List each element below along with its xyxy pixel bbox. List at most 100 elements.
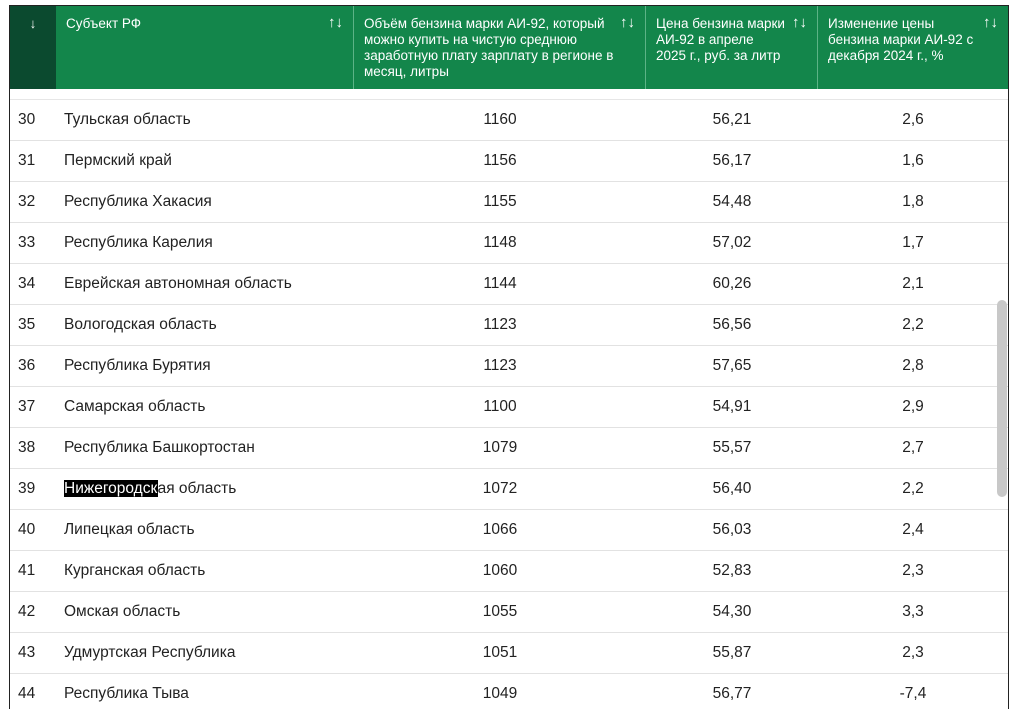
table-header: ↓ Субъект РФ ↑↓ Объём бензина марки АИ-92… bbox=[10, 6, 1008, 89]
column-label: Субъект РФ bbox=[66, 16, 141, 31]
price-rub: 54,91 bbox=[712, 398, 752, 415]
region-name: Республика Хакасия bbox=[64, 193, 212, 210]
column-label: Изменение цены бензина марки АИ-92 с дек… bbox=[828, 16, 974, 63]
row-index: 42 bbox=[18, 603, 36, 620]
volume-liters: 1100 bbox=[483, 398, 517, 415]
volume-liters: 1160 bbox=[483, 111, 517, 128]
region-name: Еврейская автономная область bbox=[64, 275, 292, 292]
price-change-pct: 1,7 bbox=[902, 234, 924, 251]
region-name: Республика Тыва bbox=[64, 685, 189, 702]
region-name: Республика Карелия bbox=[64, 234, 213, 251]
price-change-pct: 2,7 bbox=[902, 439, 924, 456]
volume-liters: 1156 bbox=[483, 152, 517, 169]
row-index: 33 bbox=[18, 234, 36, 251]
volume-liters: 1079 bbox=[482, 439, 518, 456]
sort-icon[interactable]: ↑↓ bbox=[328, 14, 343, 31]
price-rub: 56,77 bbox=[712, 685, 752, 702]
price-rub: 54,30 bbox=[712, 603, 752, 620]
volume-liters: 1123 bbox=[483, 316, 517, 333]
volume-liters: 1144 bbox=[483, 275, 517, 292]
volume-liters: 1123 bbox=[483, 357, 517, 374]
sort-icon[interactable]: ↑↓ bbox=[620, 14, 635, 31]
price-rub: 52,83 bbox=[712, 562, 752, 579]
row-index: 43 bbox=[18, 644, 36, 661]
data-table: ↓ Субъект РФ ↑↓ Объём бензина марки АИ-92… bbox=[9, 5, 1009, 709]
price-change-pct: 2,2 bbox=[902, 316, 924, 333]
column-header-price[interactable]: Цена бензина марки АИ-92 в апреле 2025 г… bbox=[646, 6, 818, 89]
table-row: 33 Республика Карелия 1148 57,02 1,7 bbox=[10, 223, 1008, 264]
column-header-volume[interactable]: Объём бензина марки АИ-92, который можно… bbox=[354, 6, 646, 89]
row-index: 34 bbox=[18, 275, 36, 292]
table-row: 38 Республика Башкортостан 1079 55,57 2,7 bbox=[10, 428, 1008, 469]
column-header-region[interactable]: Субъект РФ ↑↓ bbox=[56, 6, 354, 89]
row-index: 41 bbox=[18, 562, 36, 579]
price-change-pct: -7,4 bbox=[899, 685, 927, 702]
row-index: 39 bbox=[18, 480, 36, 497]
table-row: 34 Еврейская автономная область 1144 60,26 2… bbox=[10, 264, 1008, 305]
price-change-pct: 2,3 bbox=[902, 562, 924, 579]
column-label: Цена бензина марки АИ-92 в апреле 2025 г… bbox=[656, 16, 785, 63]
volume-liters: 1148 bbox=[483, 234, 517, 251]
price-change-pct: 2,3 bbox=[902, 644, 924, 661]
table-row: 36 Республика Бурятия 1123 57,65 2,8 bbox=[10, 346, 1008, 387]
column-label: Объём бензина марки АИ-92, который можно… bbox=[364, 16, 614, 79]
price-change-pct: 1,6 bbox=[902, 152, 924, 169]
price-change-pct: 1,8 bbox=[902, 193, 924, 210]
price-change-pct: 2,4 bbox=[902, 521, 924, 538]
volume-liters: 1072 bbox=[482, 480, 518, 497]
table-row: 37 Самарская область 1100 54,91 2,9 bbox=[10, 387, 1008, 428]
region-name: Республика Бурятия bbox=[64, 357, 211, 374]
selected-text: Нижегородск bbox=[64, 480, 158, 497]
volume-liters: 1051 bbox=[482, 644, 518, 661]
price-change-pct: 2,8 bbox=[902, 357, 924, 374]
price-rub: 55,87 bbox=[712, 644, 752, 661]
table-row: 31 Пермский край 1156 56,17 1,6 bbox=[10, 141, 1008, 182]
price-rub: 56,56 bbox=[712, 316, 752, 333]
volume-liters: 1066 bbox=[482, 521, 518, 538]
sort-icon[interactable]: ↑↓ bbox=[983, 14, 998, 31]
table-body: 30 Тульская область 1160 56,21 2,6 31 Пермский… bbox=[10, 100, 1008, 709]
row-index: 36 bbox=[18, 357, 36, 374]
row-index: 40 bbox=[18, 521, 36, 538]
price-rub: 56,17 bbox=[712, 152, 752, 169]
table-row: 30 Тульская область 1160 56,21 2,6 bbox=[10, 100, 1008, 141]
table-row: 42 Омская область 1055 54,30 3,3 bbox=[10, 592, 1008, 633]
price-rub: 57,65 bbox=[712, 357, 752, 374]
price-rub: 57,02 bbox=[712, 234, 752, 251]
price-rub: 55,57 bbox=[712, 439, 752, 456]
volume-liters: 1155 bbox=[483, 193, 517, 210]
table-row: 39 Нижегородская область 1072 56,40 2,2 bbox=[10, 469, 1008, 510]
scrollbar-thumb[interactable] bbox=[997, 300, 1007, 497]
table-row: 43 Удмуртская Республика 1051 55,87 2,3 bbox=[10, 633, 1008, 674]
table-row: 32 Республика Хакасия 1155 54,48 1,8 bbox=[10, 182, 1008, 223]
row-index: 30 bbox=[18, 111, 36, 128]
region-name: Липецкая область bbox=[64, 521, 195, 538]
price-rub: 56,21 bbox=[712, 111, 752, 128]
row-index: 35 bbox=[18, 316, 36, 333]
price-rub: 54,48 bbox=[712, 193, 752, 210]
region-name: Омская область bbox=[64, 603, 181, 620]
region-name: Нижегородская область bbox=[56, 480, 354, 498]
table-row: 44 Республика Тыва 1049 56,77 -7,4 bbox=[10, 674, 1008, 709]
row-index: 37 bbox=[18, 398, 36, 415]
row-index: 31 bbox=[18, 152, 36, 169]
region-name: Тульская область bbox=[64, 111, 191, 128]
column-header-change[interactable]: Изменение цены бензина марки АИ-92 с дек… bbox=[818, 6, 1008, 89]
table-row: 41 Курганская область 1060 52,83 2,3 bbox=[10, 551, 1008, 592]
price-change-pct: 2,1 bbox=[902, 275, 924, 292]
sort-icon[interactable]: ↑↓ bbox=[792, 14, 807, 31]
region-name: Республика Башкортостан bbox=[64, 439, 255, 456]
price-change-pct: 3,3 bbox=[902, 603, 924, 620]
table-row: 40 Липецкая область 1066 56,03 2,4 bbox=[10, 510, 1008, 551]
price-rub: 56,03 bbox=[712, 521, 752, 538]
index-sort-button[interactable]: ↓ bbox=[10, 6, 56, 89]
volume-liters: 1049 bbox=[482, 685, 518, 702]
region-name: Пермский край bbox=[64, 152, 172, 169]
price-change-pct: 2,9 bbox=[902, 398, 924, 415]
unselected-text: ая область bbox=[157, 480, 237, 497]
volume-liters: 1055 bbox=[482, 603, 518, 620]
row-index: 44 bbox=[18, 685, 36, 702]
price-rub: 56,40 bbox=[712, 480, 752, 497]
table-row: 35 Вологодская область 1123 56,56 2,2 bbox=[10, 305, 1008, 346]
price-rub: 60,26 bbox=[712, 275, 752, 292]
